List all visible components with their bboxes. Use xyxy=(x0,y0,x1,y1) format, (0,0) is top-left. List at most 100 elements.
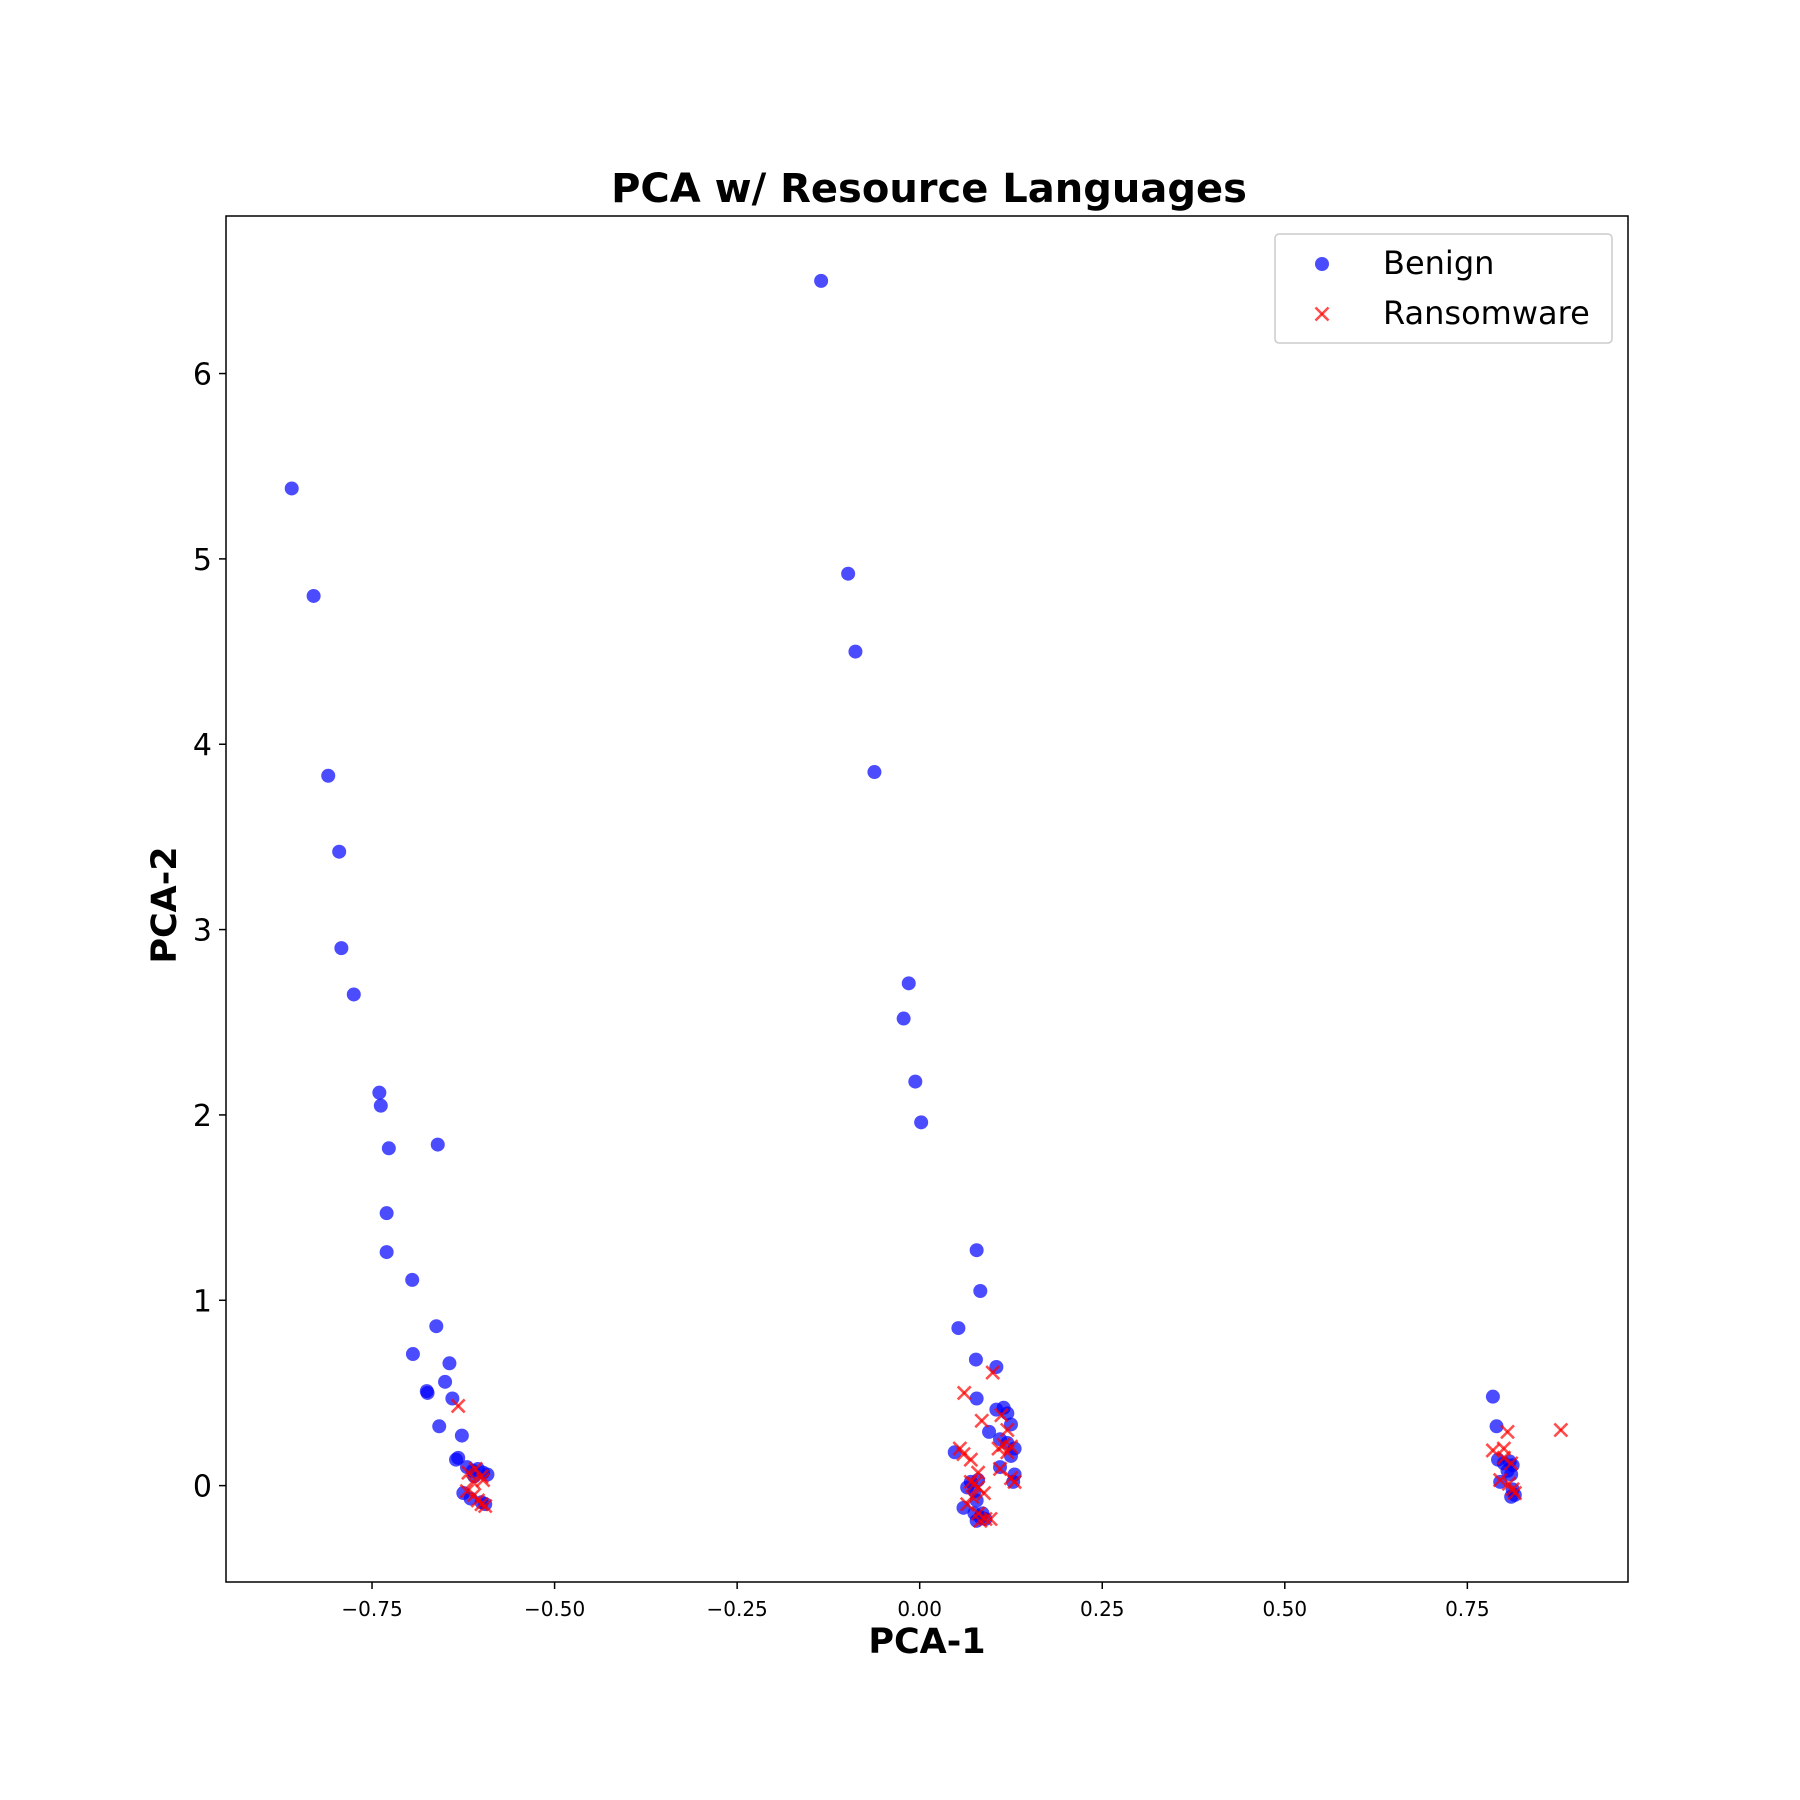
benign-point xyxy=(284,481,299,496)
legend-ransomware-label: Ransomware xyxy=(1383,294,1590,332)
y-tick-label: 2 xyxy=(193,1099,212,1134)
x-tick-label: −0.75 xyxy=(341,1597,402,1621)
benign-point xyxy=(478,1497,493,1512)
ransomware-point-stroke xyxy=(466,1487,482,1503)
legend: Benign Ransomware xyxy=(1274,233,1613,344)
benign-point xyxy=(1500,1463,1515,1478)
ransomware-point-stroke xyxy=(959,1496,975,1512)
ransomware-point-stroke xyxy=(956,1385,972,1401)
y-tick-label: 3 xyxy=(193,914,212,949)
ransomware-point-stroke xyxy=(994,1407,1009,1423)
ransomware-point xyxy=(994,1407,1009,1423)
x-axis-label: PCA-1 xyxy=(868,1622,985,1662)
benign-point xyxy=(914,1115,929,1130)
x-axis-ticks: −0.75 −0.50 −0.25 0.00 0.25 0.50 0.75 xyxy=(341,1582,1490,1621)
benign-point xyxy=(896,1011,911,1026)
benign-point xyxy=(438,1374,453,1389)
ransomware-point xyxy=(963,1452,979,1468)
benign-point xyxy=(1489,1419,1504,1434)
benign-point xyxy=(442,1356,457,1371)
ransomware-point-stroke xyxy=(992,1461,1008,1477)
ransomware-point xyxy=(991,1441,1006,1456)
ransomware-point-stroke xyxy=(475,1472,491,1488)
ransomware-point xyxy=(1500,1424,1515,1440)
x-tick-label: −0.25 xyxy=(706,1597,767,1621)
ransomware-point-stroke xyxy=(985,1365,1001,1380)
ransomware-point xyxy=(970,1465,986,1481)
benign-point xyxy=(848,644,863,659)
ransomware-point-stroke xyxy=(976,1485,992,1501)
ransomware-point-stroke xyxy=(1492,1472,1508,1488)
legend-ransomware-marker xyxy=(1314,306,1330,322)
ransomware-point-stroke xyxy=(974,1413,990,1429)
x-tick-label: 0.50 xyxy=(1263,1597,1308,1621)
benign-point xyxy=(867,765,882,780)
ransomware-point xyxy=(972,1513,988,1529)
ransomware-point-stroke xyxy=(1501,1476,1517,1492)
benign-point xyxy=(451,1450,466,1465)
chart-title: PCA w/ Resource Languages xyxy=(611,166,1247,212)
ransomware-point-stroke xyxy=(963,1452,979,1468)
y-tick-label: 0 xyxy=(193,1470,212,1505)
ransomware-point-stroke xyxy=(461,1465,476,1481)
benign-point xyxy=(334,941,349,956)
legend-benign-marker xyxy=(1315,257,1329,271)
ransomware-point-stroke xyxy=(465,1474,481,1490)
benign-point xyxy=(372,1085,387,1100)
ransomware-point-stroke xyxy=(1507,1485,1523,1501)
ransomware-point xyxy=(974,1413,990,1429)
benign-point xyxy=(841,566,856,581)
ransomware-point xyxy=(1507,1485,1523,1501)
legend-ransomware-x xyxy=(1314,306,1330,322)
x-tick-label: 0.25 xyxy=(1080,1597,1125,1621)
ransomware-point xyxy=(1503,1455,1519,1471)
ransomware-point-stroke xyxy=(967,1476,982,1492)
ransomware-point-stroke xyxy=(1003,1470,1019,1486)
x-tick-label: 0.00 xyxy=(897,1597,942,1621)
ransomware-point xyxy=(1501,1476,1517,1492)
ransomware-point-stroke xyxy=(999,1422,1015,1438)
ransomware-point xyxy=(1492,1472,1508,1488)
ransomware-point-stroke xyxy=(450,1398,466,1414)
benign-point xyxy=(993,1460,1008,1475)
y-tick-label: 4 xyxy=(193,728,212,763)
legend-ransomware-x-stroke xyxy=(1314,306,1330,322)
ransomware-point xyxy=(985,1365,1001,1380)
benign-point xyxy=(332,844,347,859)
benign-point xyxy=(968,1352,983,1367)
ransomware-point-stroke xyxy=(459,1483,475,1499)
benign-point xyxy=(379,1245,394,1260)
ransomware-point-stroke xyxy=(1500,1424,1515,1440)
ransomware-point xyxy=(999,1422,1015,1438)
ransomware-point xyxy=(461,1465,476,1481)
ransomware-point xyxy=(477,1498,493,1514)
benign-point xyxy=(1485,1389,1500,1404)
benign-point xyxy=(908,1074,923,1089)
ransomware-point xyxy=(474,1468,489,1484)
legend-frame xyxy=(1274,233,1613,344)
legend-benign-label: Benign xyxy=(1383,244,1494,282)
benign-point xyxy=(405,1272,420,1287)
benign-point xyxy=(973,1284,988,1299)
ransomware-point-stroke xyxy=(972,1513,988,1529)
benign-point xyxy=(373,1098,388,1113)
benign-point xyxy=(969,1243,984,1258)
benign-point xyxy=(379,1206,394,1221)
benign-point xyxy=(989,1359,1004,1374)
ransomware-point xyxy=(964,1489,980,1505)
benign-point xyxy=(814,273,829,288)
ransomware-point-stroke xyxy=(474,1468,489,1484)
benign-point xyxy=(306,588,321,603)
benign-point xyxy=(346,987,361,1002)
ransomware-point xyxy=(956,1385,972,1401)
y-tick-label: 5 xyxy=(193,543,212,578)
benign-point xyxy=(321,768,336,783)
benign-point xyxy=(969,1391,984,1406)
y-axis-label: PCA-2 xyxy=(145,846,185,963)
ransomware-point xyxy=(976,1485,992,1501)
benign-point xyxy=(951,1321,966,1336)
x-tick-label: 0.75 xyxy=(1445,1597,1490,1621)
ransomware-point xyxy=(450,1398,466,1414)
ransomware-point xyxy=(1553,1422,1569,1438)
